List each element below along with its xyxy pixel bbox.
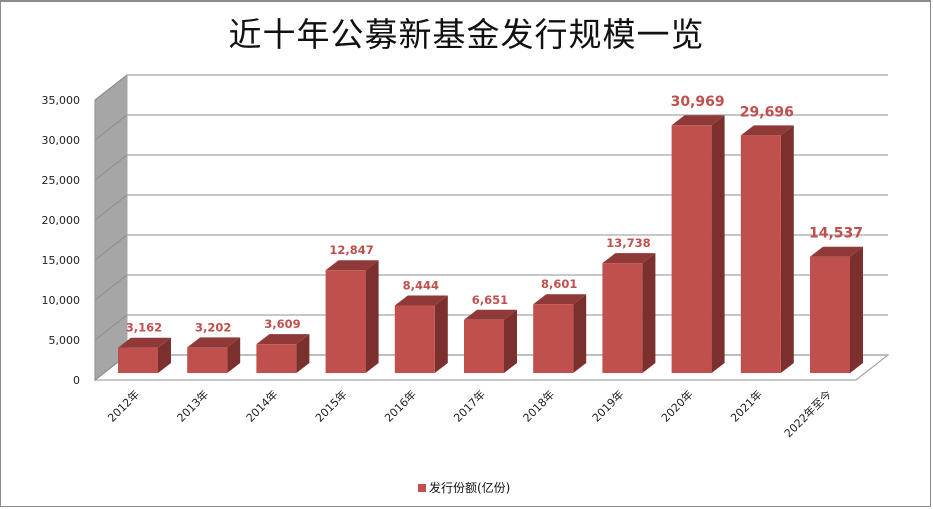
data-label: 8,444 bbox=[403, 278, 439, 292]
x-axis: 2012年 2013年 2014年 2015年 2016年 2017年 2018年 2019年… bbox=[105, 387, 834, 440]
y-tick-label: 15,000 bbox=[42, 254, 81, 267]
y-tick-label: 5,000 bbox=[49, 334, 81, 347]
chart-title: 近十年公募新基金发行规模一览 bbox=[228, 15, 705, 54]
bar-2012年 bbox=[118, 337, 171, 373]
y-tick-label: 20,000 bbox=[42, 214, 81, 227]
data-label: 12,847 bbox=[329, 243, 373, 257]
bar-2021年 bbox=[740, 125, 794, 373]
y-tick-label: 30,000 bbox=[42, 134, 81, 147]
x-tick-label: 2016年 bbox=[381, 387, 418, 424]
x-tick-label: 2019年 bbox=[589, 387, 626, 424]
x-tick-label: 2020年 bbox=[658, 387, 695, 424]
data-label: 30,969 bbox=[671, 94, 725, 110]
legend-label: 发行份额(亿份) bbox=[429, 481, 511, 495]
x-tick-label: 2017年 bbox=[451, 387, 488, 424]
x-tick-label: 2018年 bbox=[520, 387, 557, 424]
legend: 发行份额(亿份) bbox=[418, 479, 510, 496]
x-tick-label: 2021年 bbox=[727, 387, 764, 424]
bar-2018年 bbox=[533, 294, 587, 373]
data-label: 3,609 bbox=[264, 317, 300, 331]
x-tick-label: 2012年 bbox=[105, 387, 142, 424]
bar-2019年 bbox=[602, 253, 656, 373]
data-label: 29,696 bbox=[740, 104, 794, 120]
x-tick-label: 2015年 bbox=[312, 387, 349, 424]
y-tick-label: 35,000 bbox=[42, 94, 81, 107]
data-label: 3,202 bbox=[195, 320, 231, 334]
data-label: 6,651 bbox=[472, 293, 508, 307]
y-tick-label: 25,000 bbox=[42, 174, 81, 187]
y-tick-label: 0 bbox=[73, 374, 80, 387]
legend-swatch-icon bbox=[418, 483, 426, 492]
data-labels: 3,162 3,202 3,609 12,847 8,444 6,651 8,601 13,7… bbox=[126, 94, 863, 334]
bar-2015年 bbox=[325, 260, 379, 373]
y-tick-label: 10,000 bbox=[42, 294, 81, 307]
x-tick-label: 2013年 bbox=[174, 387, 211, 424]
bar-2020年 bbox=[671, 115, 725, 374]
bar-2016年 bbox=[394, 295, 448, 373]
bar-2014年 bbox=[256, 334, 310, 373]
bar-2017年 bbox=[464, 309, 517, 373]
bar-2013年 bbox=[187, 337, 241, 373]
data-label: 8,601 bbox=[541, 277, 577, 291]
data-label: 14,537 bbox=[809, 226, 863, 242]
x-tick-label: 2014年 bbox=[243, 387, 280, 424]
data-label: 3,162 bbox=[126, 321, 162, 335]
x-tick-label: 2022年至今 bbox=[781, 387, 834, 440]
bar-series bbox=[118, 115, 863, 374]
y-axis: 0 5,000 10,000 15,000 20,000 25,000 30,000 35,0… bbox=[42, 94, 81, 387]
data-label: 13,738 bbox=[606, 236, 650, 250]
bar-2022年至今 bbox=[810, 246, 863, 373]
